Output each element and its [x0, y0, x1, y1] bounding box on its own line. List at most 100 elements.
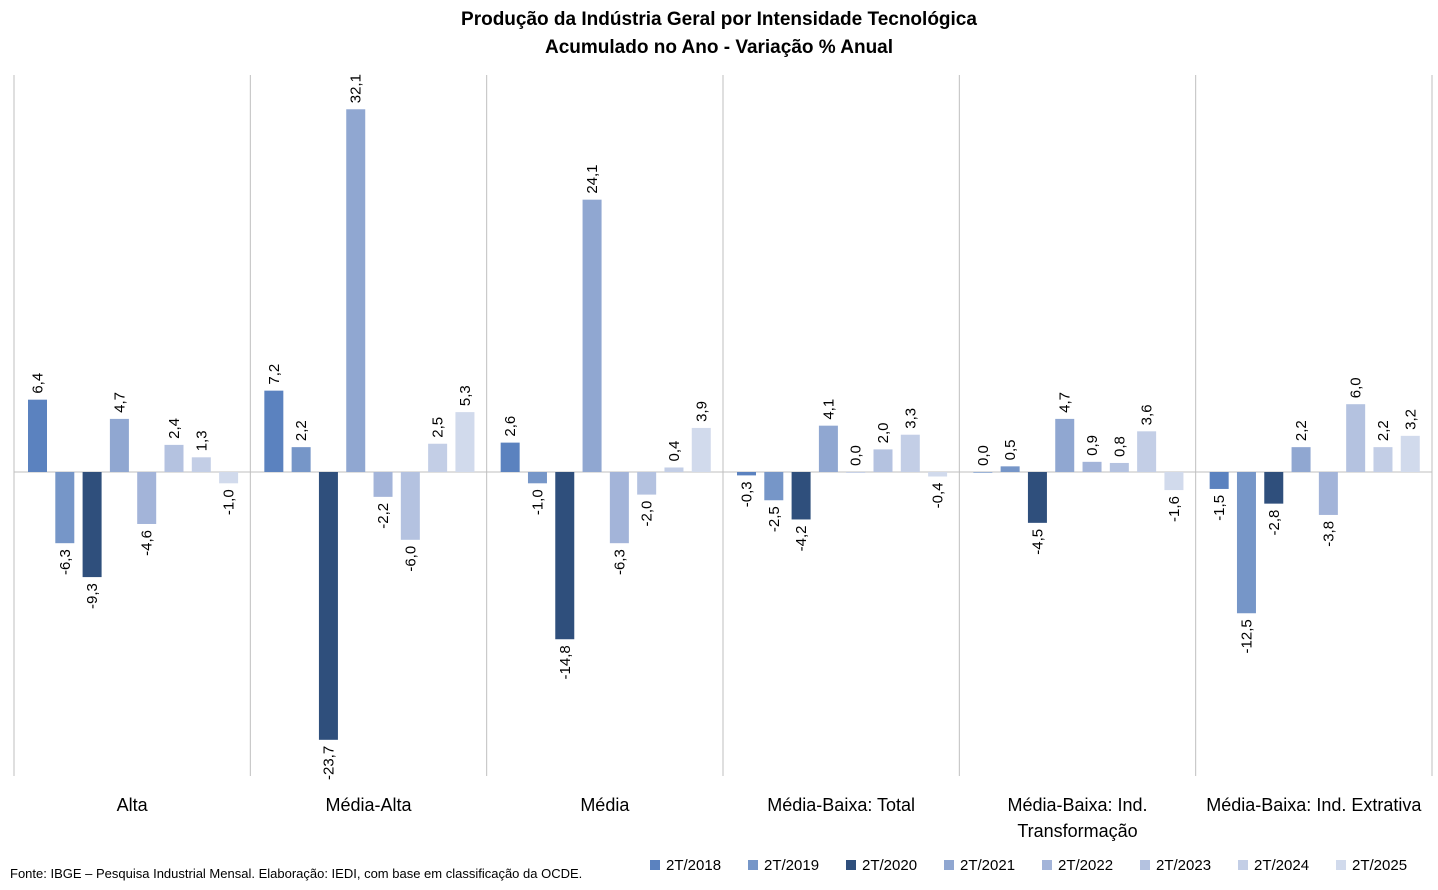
- data-label: 4,7: [1057, 392, 1074, 413]
- bar-2T-2024-4: [1137, 431, 1157, 472]
- bar-2T-2022-4: [1082, 461, 1102, 472]
- data-label: -0,3: [739, 481, 756, 507]
- legend: 2T/2018 2T/2019 2T/2020 2T/2021 2T/2022 2T/20…: [650, 855, 1434, 875]
- data-label: -12,5: [1238, 619, 1255, 653]
- data-label: 0,0: [975, 445, 992, 466]
- data-label: 4,1: [820, 399, 837, 420]
- chart-title: Produção da Indústria Geral por Intensid…: [461, 9, 977, 30]
- data-label: 6,0: [1348, 377, 1365, 398]
- legend-swatch: [1336, 860, 1346, 870]
- data-label: -6,3: [611, 549, 628, 575]
- legend-label: 2T/2019: [764, 856, 820, 874]
- legend-label: 2T/2018: [666, 856, 722, 874]
- bar-2T-2018-2: [500, 442, 520, 472]
- bar-2T-2022-0: [137, 472, 157, 524]
- bar-2T-2024-0: [191, 457, 211, 472]
- data-label: 0,8: [1111, 436, 1128, 457]
- data-label: 24,1: [584, 164, 601, 193]
- legend-label: 2T/2022: [1058, 856, 1114, 874]
- data-label: -1,0: [529, 489, 546, 515]
- bar-chart: 6,4 -6,3 -9,3 4,7 -4,6 2,4 1,3 -1,0 Alta 7,2 2,2 -2…: [13, 74, 1433, 841]
- data-label: -6,3: [57, 549, 74, 575]
- bar-2T-2024-1: [428, 443, 448, 472]
- data-label: 3,6: [1139, 404, 1156, 425]
- data-label: -9,3: [84, 583, 101, 609]
- bar-2T-2018-1: [264, 390, 284, 472]
- bar-2T-2022-1: [373, 472, 393, 497]
- bar-2T-2023-4: [1109, 462, 1129, 472]
- data-label: 0,9: [1084, 435, 1101, 456]
- bar-2T-2020-0: [82, 472, 102, 578]
- data-label: 3,3: [902, 408, 919, 429]
- bar-2T-2021-3: [818, 425, 838, 472]
- legend-swatch: [846, 860, 856, 870]
- data-label: 2,5: [430, 417, 447, 438]
- legend-item: 2T/2020: [846, 855, 944, 875]
- data-label: -4,5: [1029, 529, 1046, 555]
- chart-title-block: Produção da Indústria Geral por Intensid…: [0, 6, 1438, 62]
- bar-2T-2023-0: [164, 444, 184, 472]
- data-label: -2,0: [639, 501, 656, 527]
- data-label: -2,5: [766, 506, 783, 532]
- bar-2T-2020-3: [791, 472, 811, 520]
- data-label: 6,4: [30, 373, 47, 394]
- legend-item: 2T/2022: [1042, 855, 1140, 875]
- bar-2T-2020-1: [318, 472, 338, 740]
- bar-2T-2018-3: [737, 472, 756, 476]
- category-label: Transformação: [1017, 821, 1137, 841]
- bar-2T-2021-2: [582, 199, 602, 473]
- legend-swatch: [1238, 860, 1248, 870]
- legend-item: 2T/2018: [650, 855, 748, 875]
- bar-2T-2019-0: [55, 472, 75, 544]
- bar-2T-2024-2: [664, 467, 684, 472]
- data-label: -4,6: [139, 530, 156, 556]
- legend-swatch: [944, 860, 954, 870]
- bar-2T-2025-5: [1400, 435, 1420, 472]
- category-label: Média-Baixa: Total: [767, 795, 915, 815]
- data-label: 1,3: [193, 430, 210, 451]
- bar-2T-2025-4: [1164, 472, 1184, 491]
- legend-item: 2T/2019: [748, 855, 846, 875]
- data-label: -4,2: [793, 525, 810, 551]
- data-label: -2,8: [1266, 510, 1283, 536]
- data-label: 2,2: [1375, 420, 1392, 441]
- legend-swatch: [1140, 860, 1150, 870]
- legend-swatch: [748, 860, 758, 870]
- data-label: 0,5: [1002, 439, 1019, 460]
- bar-2T-2022-3: [846, 472, 866, 473]
- chart-subtitle: Acumulado no Ano - Variação % Anual: [544, 37, 894, 58]
- legend-item: 2T/2024: [1238, 855, 1336, 875]
- data-label: 0,0: [848, 445, 865, 466]
- data-label: 2,2: [293, 420, 310, 441]
- category-label: Média-Baixa: Ind. Extrativa: [1206, 795, 1422, 815]
- legend-label: 2T/2025: [1352, 856, 1408, 874]
- bar-2T-2019-5: [1236, 472, 1256, 614]
- legend-label: 2T/2024: [1254, 856, 1310, 874]
- category-label: Média: [580, 795, 630, 815]
- bar-2T-2021-0: [109, 418, 129, 472]
- category-label: Alta: [117, 795, 149, 815]
- data-label: 2,6: [502, 416, 519, 437]
- bar-2T-2021-1: [346, 109, 366, 473]
- bar-2T-2020-4: [1027, 472, 1047, 523]
- data-label: -0,4: [930, 483, 947, 509]
- legend-label: 2T/2021: [960, 856, 1016, 874]
- category-label: Média-Alta: [325, 795, 412, 815]
- legend-swatch: [1042, 860, 1052, 870]
- bar-2T-2023-1: [400, 472, 420, 540]
- bar-2T-2025-3: [928, 472, 948, 477]
- category-label: Média-Baixa: Ind.: [1007, 795, 1147, 815]
- data-label: 3,2: [1402, 409, 1419, 430]
- data-label: 3,9: [693, 401, 710, 422]
- data-label: -1,6: [1166, 496, 1183, 522]
- data-label: 32,1: [348, 74, 365, 103]
- data-label: 2,4: [166, 418, 183, 439]
- legend-label: 2T/2020: [862, 856, 918, 874]
- data-label: 5,3: [457, 385, 474, 406]
- bar-2T-2018-4: [973, 472, 993, 473]
- bar-2T-2022-2: [609, 472, 629, 544]
- legend-item: 2T/2023: [1140, 855, 1238, 875]
- legend-item: 2T/2021: [944, 855, 1042, 875]
- data-label: 4,7: [111, 392, 128, 413]
- bar-2T-2020-2: [555, 472, 575, 640]
